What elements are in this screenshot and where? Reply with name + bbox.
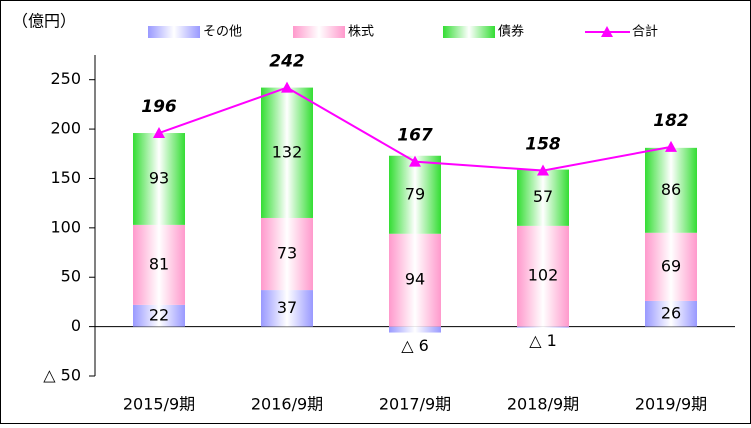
legend-swatch — [148, 26, 200, 38]
data-label: 93 — [149, 168, 169, 187]
bar-segment — [389, 233, 441, 327]
total-marker — [409, 155, 421, 167]
bars — [133, 87, 697, 333]
total-marker — [665, 140, 677, 152]
y-tick-label: 50 — [61, 267, 81, 286]
bar-segment — [645, 147, 697, 233]
bar-segment — [389, 326, 441, 333]
data-label: 22 — [149, 305, 169, 324]
legend-marker — [601, 26, 613, 37]
data-label: 37 — [277, 298, 297, 317]
total-marker — [281, 81, 293, 93]
x-tick-label: 2016/9期 — [251, 395, 323, 414]
y-tick-label: 200 — [50, 119, 81, 138]
bar-segment — [389, 155, 441, 234]
y-tick-label: 150 — [50, 168, 81, 187]
data-label: 26 — [661, 303, 681, 322]
total-label: 182 — [653, 111, 689, 131]
legend-label: 債券 — [498, 24, 524, 40]
data-label: 81 — [149, 254, 169, 273]
bar-segment — [261, 290, 313, 327]
bar-segment — [517, 225, 569, 327]
total-label: 196 — [141, 97, 177, 117]
data-label: 86 — [661, 180, 681, 199]
y-tick-label: 250 — [50, 69, 81, 88]
total-label: 158 — [525, 135, 561, 155]
data-label: 57 — [533, 187, 553, 206]
data-label: 69 — [661, 256, 681, 275]
data-label: 102 — [528, 266, 559, 285]
x-tick-label: 2018/9期 — [507, 395, 579, 414]
legend-label: その他 — [203, 25, 242, 40]
total-marker — [153, 127, 165, 139]
data-label: 94 — [405, 270, 425, 289]
bar-segment — [517, 169, 569, 226]
y-tick-label: 100 — [50, 217, 81, 236]
total-label: 242 — [269, 52, 305, 72]
bar-segment — [261, 87, 313, 218]
data-label: △ 1 — [529, 331, 557, 350]
y-axis-unit: （億円） — [12, 12, 76, 31]
data-label: △ 6 — [401, 336, 429, 355]
bar-segment — [645, 232, 697, 301]
legend-swatch — [293, 26, 345, 38]
data-label: 73 — [277, 244, 297, 263]
legend-swatch — [443, 26, 495, 38]
bar-segment — [645, 300, 697, 327]
bar-segment — [133, 304, 185, 327]
x-tick-label: 2017/9期 — [379, 395, 451, 414]
bar-segment — [133, 224, 185, 305]
x-tick-label: 2019/9期 — [635, 395, 707, 414]
legend-label: 株式 — [348, 25, 374, 40]
data-label: 132 — [272, 142, 303, 161]
bar-segment — [517, 326, 569, 328]
bar-labels: 22 37 △ 6 △ 1 26 81 73 94 102 69 93 132 79 57 86 — [149, 142, 681, 355]
x-tick-label: 2015/9期 — [123, 395, 195, 414]
legend-label: 合計 — [632, 24, 658, 40]
data-label: 79 — [405, 184, 425, 203]
total-marker — [537, 164, 549, 176]
y-tick-label: △ 50 — [43, 366, 81, 385]
bar-segment — [261, 217, 313, 291]
bar-segment — [133, 133, 185, 225]
total-label: 167 — [397, 126, 433, 146]
y-tick-label: 0 — [71, 316, 81, 335]
